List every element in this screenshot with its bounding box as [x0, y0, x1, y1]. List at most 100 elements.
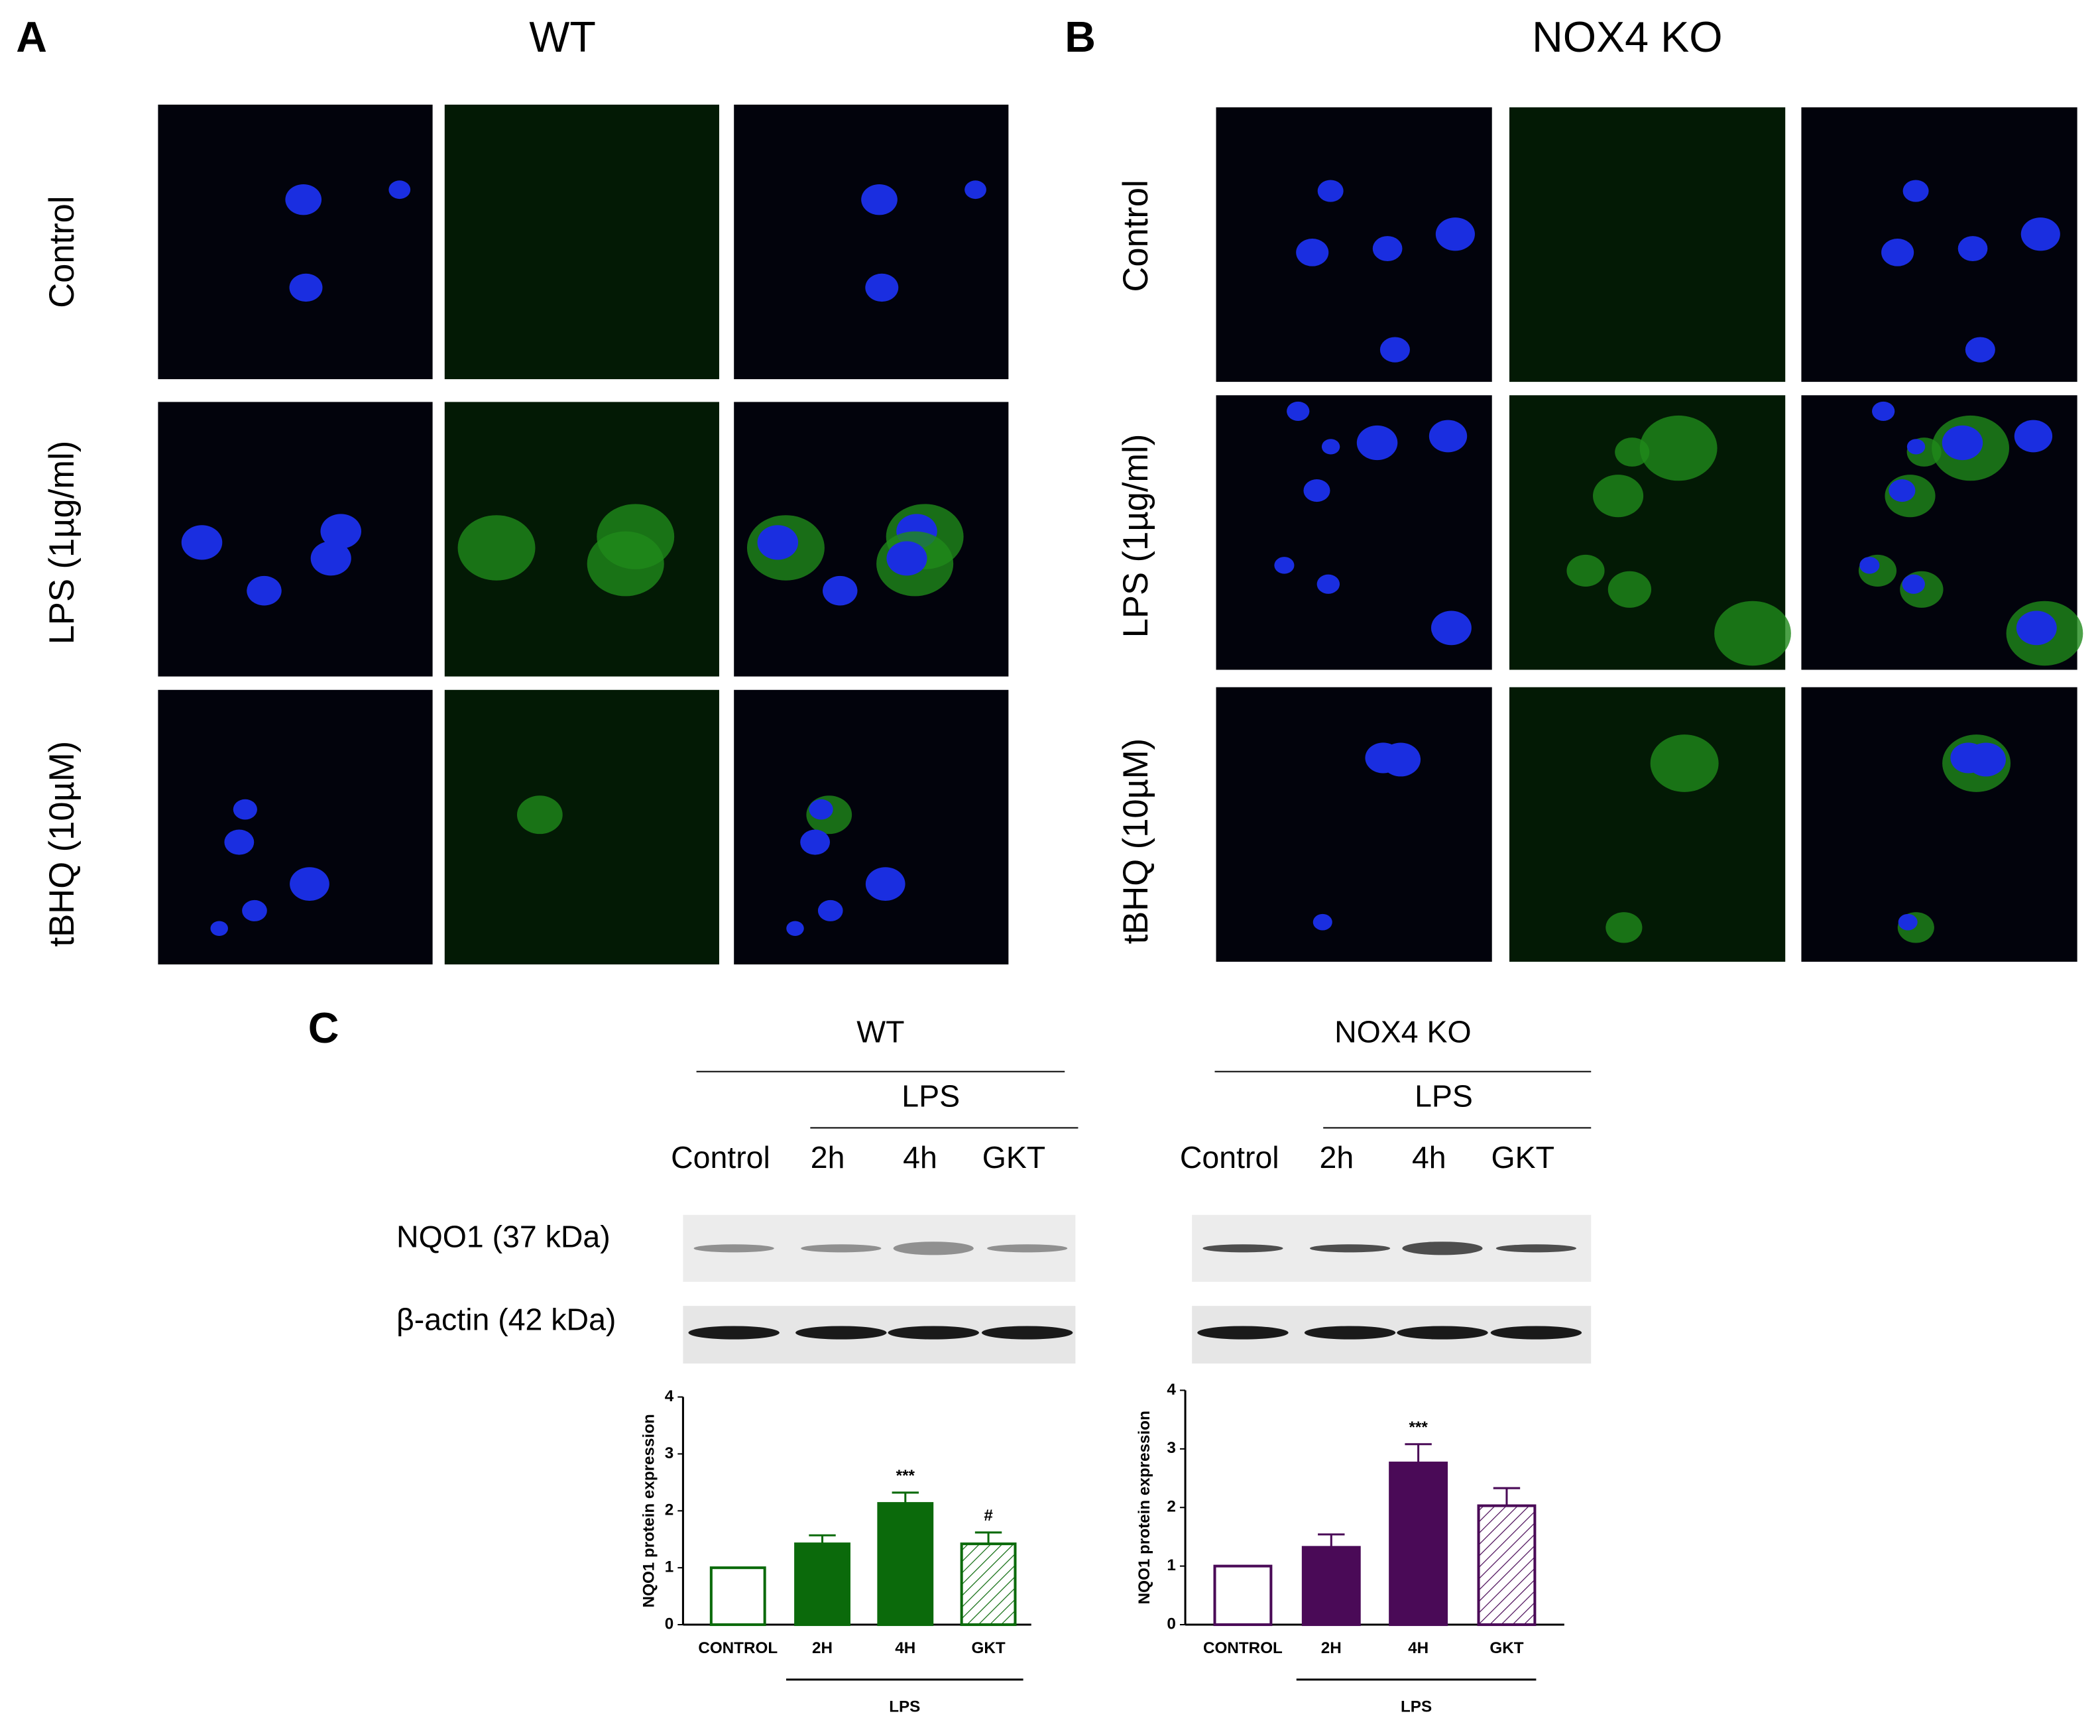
nucleus	[2014, 420, 2053, 453]
bar	[960, 1542, 1017, 1627]
cell-green	[517, 795, 563, 835]
y-tick-label: 1	[1167, 1556, 1175, 1574]
nucleus	[964, 180, 986, 200]
band	[1402, 1242, 1483, 1255]
micrograph	[1801, 687, 2077, 962]
micrograph	[158, 689, 433, 964]
lane-label: 4h	[1412, 1140, 1446, 1175]
protein-label: β-actin (42 kDa)	[396, 1302, 616, 1337]
micrograph	[444, 104, 719, 380]
nucleus	[1312, 913, 1332, 931]
bar	[1389, 1462, 1448, 1627]
nucleus	[817, 899, 843, 921]
bar	[1213, 1564, 1273, 1627]
cell-green	[1605, 912, 1643, 943]
annotation: #	[984, 1507, 993, 1525]
nucleus	[1966, 742, 2006, 777]
y-axis-label: NQO1 protein expression	[640, 1414, 658, 1607]
micrograph	[1509, 107, 1786, 382]
nucleus	[388, 180, 411, 200]
x-tick-label: 4H	[1408, 1639, 1429, 1657]
nucleus	[1902, 574, 1925, 594]
y-tick-label: 0	[1167, 1615, 1175, 1633]
nucleus	[1957, 236, 1988, 262]
band	[1309, 1244, 1391, 1253]
nucleus	[865, 273, 899, 302]
annotation: ***	[1409, 1418, 1428, 1436]
nucleus	[1372, 236, 1403, 262]
nucleus	[1317, 180, 1344, 202]
row-label: Control	[1116, 180, 1155, 292]
blot-title: NOX4 KO	[1334, 1014, 1472, 1049]
nucleus	[242, 899, 267, 921]
row-label: LPS (1µg/ml)	[1116, 434, 1155, 638]
y-tick-label: 4	[1167, 1381, 1176, 1399]
bar	[1301, 1546, 1361, 1627]
band	[693, 1244, 774, 1253]
nucleus	[757, 525, 799, 560]
band	[1495, 1244, 1577, 1253]
lane-label: Control	[1180, 1140, 1279, 1175]
micrograph	[158, 104, 433, 380]
x-tick-label: CONTROL	[1203, 1639, 1283, 1657]
nucleus	[1287, 401, 1310, 421]
nucleus	[1316, 574, 1340, 594]
band	[981, 1326, 1073, 1340]
panel-title: NOX4 KO	[1532, 13, 1722, 61]
nucleus	[2016, 610, 2057, 646]
lane-label: GKT	[1491, 1140, 1554, 1175]
blot-title: WT	[856, 1014, 904, 1049]
nucleus	[886, 541, 927, 576]
panel-letter: A	[16, 13, 47, 61]
band	[1197, 1326, 1289, 1340]
nucleus	[181, 525, 223, 560]
nucleus	[800, 829, 831, 855]
annotation: ***	[896, 1467, 915, 1485]
x-tick-label: 2H	[1321, 1639, 1342, 1657]
band	[795, 1326, 887, 1340]
bar	[709, 1566, 766, 1627]
nucleus	[1906, 439, 1926, 455]
micrograph	[1216, 687, 1492, 962]
nucleus	[1429, 420, 1468, 453]
bar	[794, 1542, 850, 1627]
row-label: LPS (1µg/ml)	[42, 441, 82, 645]
nucleus	[1902, 180, 1929, 202]
group-label: LPS	[902, 1078, 960, 1113]
nucleus	[823, 575, 858, 606]
nucleus	[1872, 401, 1895, 421]
x-tick-label: GKT	[1489, 1639, 1523, 1657]
y-axis-label: NQO1 protein expression	[1136, 1411, 1153, 1604]
cell-green	[1607, 571, 1652, 608]
micrograph	[734, 104, 1009, 380]
x-tick-label: CONTROL	[698, 1639, 778, 1657]
band	[1202, 1244, 1283, 1253]
cell-green	[1714, 601, 1791, 666]
y-tick-label: 4	[665, 1387, 674, 1405]
micrograph	[444, 689, 719, 964]
nucleus	[786, 921, 804, 936]
nucleus	[1379, 337, 1410, 363]
nucleus	[1430, 610, 1472, 646]
y-tick-label: 0	[665, 1615, 673, 1633]
x-tick-label: GKT	[971, 1639, 1005, 1657]
micrograph	[734, 689, 1009, 964]
nucleus	[290, 867, 329, 901]
lane-label: GKT	[982, 1140, 1046, 1175]
band	[1490, 1326, 1582, 1340]
band	[688, 1326, 780, 1340]
cell-green	[1639, 415, 1718, 481]
cell-green	[587, 531, 664, 597]
nucleus	[1898, 913, 1918, 931]
nucleus	[1889, 479, 1916, 502]
nucleus	[289, 273, 323, 302]
y-tick-label: 1	[665, 1558, 673, 1576]
y-tick-label: 3	[1167, 1439, 1175, 1457]
cell-green	[1593, 475, 1644, 518]
x-tick-label: 2H	[812, 1639, 833, 1657]
nucleus	[861, 184, 898, 215]
band	[1304, 1326, 1396, 1340]
lane-label: 2h	[811, 1140, 845, 1175]
band	[893, 1242, 974, 1255]
